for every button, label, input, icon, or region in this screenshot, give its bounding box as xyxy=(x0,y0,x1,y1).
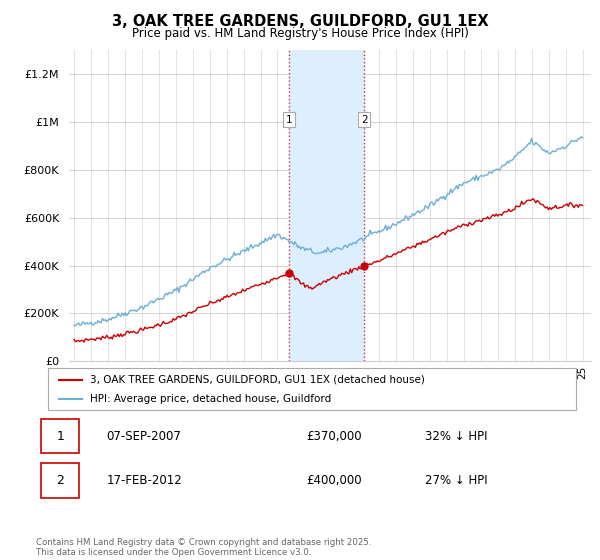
Text: 1: 1 xyxy=(56,430,64,442)
Text: HPI: Average price, detached house, Guildford: HPI: Average price, detached house, Guil… xyxy=(90,394,331,404)
Text: 3, OAK TREE GARDENS, GUILDFORD, GU1 1EX (detached house): 3, OAK TREE GARDENS, GUILDFORD, GU1 1EX … xyxy=(90,375,425,385)
Text: 07-SEP-2007: 07-SEP-2007 xyxy=(106,430,181,442)
Text: Price paid vs. HM Land Registry's House Price Index (HPI): Price paid vs. HM Land Registry's House … xyxy=(131,27,469,40)
Text: 32% ↓ HPI: 32% ↓ HPI xyxy=(425,430,487,442)
FancyBboxPatch shape xyxy=(41,419,79,453)
Text: 1: 1 xyxy=(286,115,292,125)
Text: 2: 2 xyxy=(56,474,64,487)
Text: 17-FEB-2012: 17-FEB-2012 xyxy=(106,474,182,487)
Text: 3, OAK TREE GARDENS, GUILDFORD, GU1 1EX: 3, OAK TREE GARDENS, GUILDFORD, GU1 1EX xyxy=(112,14,488,29)
Text: £370,000: £370,000 xyxy=(306,430,362,442)
Text: Contains HM Land Registry data © Crown copyright and database right 2025.
This d: Contains HM Land Registry data © Crown c… xyxy=(36,538,371,557)
Text: 27% ↓ HPI: 27% ↓ HPI xyxy=(425,474,487,487)
Bar xyxy=(289,50,364,361)
Text: 2: 2 xyxy=(361,115,368,125)
Text: £400,000: £400,000 xyxy=(306,474,362,487)
FancyBboxPatch shape xyxy=(41,463,79,497)
